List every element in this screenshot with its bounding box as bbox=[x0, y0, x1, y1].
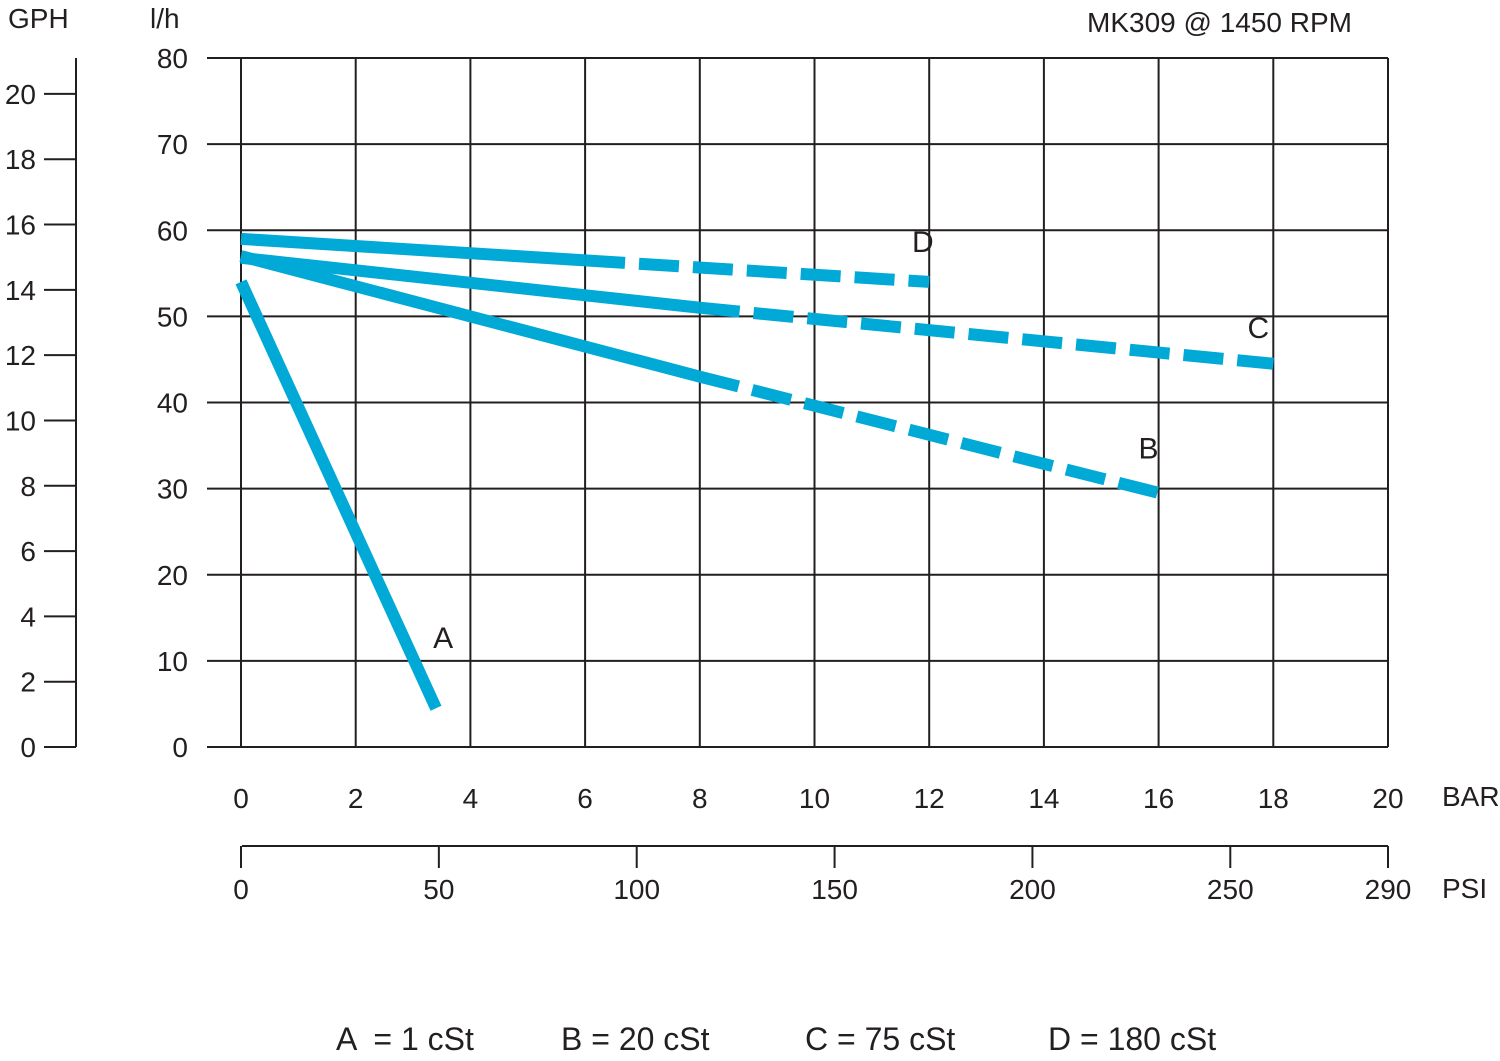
x-tick-label-4: 4 bbox=[463, 783, 479, 814]
curve-label-b: B bbox=[1139, 432, 1159, 465]
legend-item-d: D = 180 cSt bbox=[1048, 1021, 1216, 1057]
y-tick-label-40: 40 bbox=[157, 388, 188, 419]
x-tick-label-20: 20 bbox=[1372, 783, 1403, 814]
grid bbox=[207, 57, 1389, 748]
y-tick-label-80: 80 bbox=[157, 43, 188, 74]
labels: MK309 @ 1450 RPM l/h GPH BAR PSI A B C D bbox=[8, 3, 1500, 904]
y2-tick-label-2: 2 bbox=[20, 667, 36, 698]
series-d-solid bbox=[240, 232, 586, 267]
x-tick-label-12: 12 bbox=[914, 783, 945, 814]
x-tick-label-10: 10 bbox=[799, 783, 830, 814]
y2-tick-label-16: 16 bbox=[5, 210, 36, 241]
x2-tick-label-0: 0 bbox=[233, 874, 249, 905]
y2-tick-label-6: 6 bbox=[20, 536, 36, 567]
y2-axis-label: GPH bbox=[8, 3, 69, 34]
x-tick-label-14: 14 bbox=[1028, 783, 1059, 814]
series-c-solid bbox=[240, 251, 701, 314]
legend: A = 1 cSt B = 20 cSt C = 75 cSt D = 180 … bbox=[336, 1021, 1216, 1057]
y-tick-label-60: 60 bbox=[157, 215, 188, 246]
series-d-dashed bbox=[584, 254, 930, 288]
y2-tick-label-12: 12 bbox=[5, 340, 36, 371]
y2-tick-label-0: 0 bbox=[20, 732, 36, 763]
series-c-dashed bbox=[699, 301, 1274, 370]
legend-item-a: A = 1 cSt bbox=[336, 1021, 474, 1057]
x2-tick-label-50: 50 bbox=[423, 874, 454, 905]
legend-item-c: C = 75 cSt bbox=[805, 1021, 955, 1057]
chart-title: MK309 @ 1450 RPM bbox=[1087, 7, 1352, 38]
x-tick-label-0: 0 bbox=[233, 783, 249, 814]
x-tick-label-16: 16 bbox=[1143, 783, 1174, 814]
y2-tick-label-8: 8 bbox=[20, 471, 36, 502]
x2-tick-label-200: 200 bbox=[1009, 874, 1056, 905]
y2-tick-label-18: 18 bbox=[5, 144, 36, 175]
y-tick-label-0: 0 bbox=[172, 732, 188, 763]
y-axis-label: l/h bbox=[150, 3, 180, 34]
y-tick-label-30: 30 bbox=[157, 474, 188, 505]
y-tick-label-20: 20 bbox=[157, 560, 188, 591]
y2-tick-label-4: 4 bbox=[20, 601, 36, 632]
x-tick-label-8: 8 bbox=[692, 783, 708, 814]
y-tick-label-50: 50 bbox=[157, 301, 188, 332]
curve-label-c: C bbox=[1247, 312, 1269, 345]
series-a-solid bbox=[235, 279, 442, 711]
curve-label-d: D bbox=[912, 226, 934, 259]
x-tick-label-18: 18 bbox=[1258, 783, 1289, 814]
x-tick-label-2: 2 bbox=[348, 783, 364, 814]
y2-tick-label-10: 10 bbox=[5, 405, 36, 436]
x2-tick-label-250: 250 bbox=[1207, 874, 1254, 905]
y2-tick-label-20: 20 bbox=[5, 79, 36, 110]
x-tick-label-6: 6 bbox=[577, 783, 593, 814]
y2-tick-label-14: 14 bbox=[5, 275, 36, 306]
x2-tick-label-150: 150 bbox=[811, 874, 858, 905]
y-tick-label-10: 10 bbox=[157, 646, 188, 677]
y-tick-label-70: 70 bbox=[157, 129, 188, 160]
x2-tick-label-290: 290 bbox=[1365, 874, 1412, 905]
x-axis-label: BAR bbox=[1442, 781, 1500, 812]
legend-item-b: B = 20 cSt bbox=[561, 1021, 710, 1057]
x2-axis-label: PSI bbox=[1442, 873, 1487, 904]
axes: 0 2 4 6 8 10 12 14 16 18 2001020304050607080024681… bbox=[5, 43, 1412, 905]
series-lines bbox=[235, 232, 1274, 711]
curve-label-a: A bbox=[433, 622, 453, 655]
series-b-solid bbox=[239, 250, 702, 383]
series-b-dashed bbox=[698, 370, 1161, 499]
x2-tick-label-100: 100 bbox=[613, 874, 660, 905]
